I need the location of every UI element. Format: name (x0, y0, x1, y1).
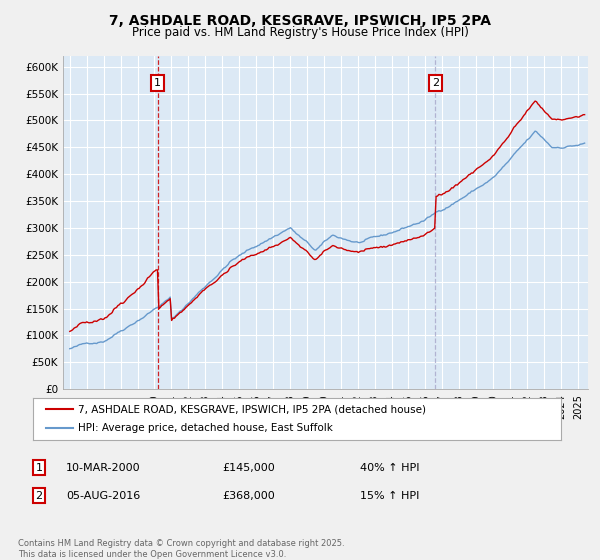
Text: 05-AUG-2016: 05-AUG-2016 (66, 491, 140, 501)
Text: 1: 1 (154, 78, 161, 88)
Text: 7, ASHDALE ROAD, KESGRAVE, IPSWICH, IP5 2PA: 7, ASHDALE ROAD, KESGRAVE, IPSWICH, IP5 … (109, 14, 491, 28)
Text: 2: 2 (35, 491, 43, 501)
Text: Contains HM Land Registry data © Crown copyright and database right 2025.
This d: Contains HM Land Registry data © Crown c… (18, 539, 344, 559)
Text: 15% ↑ HPI: 15% ↑ HPI (360, 491, 419, 501)
Text: 10-MAR-2000: 10-MAR-2000 (66, 463, 140, 473)
Text: 7, ASHDALE ROAD, KESGRAVE, IPSWICH, IP5 2PA (detached house): 7, ASHDALE ROAD, KESGRAVE, IPSWICH, IP5 … (78, 404, 426, 414)
Text: £145,000: £145,000 (222, 463, 275, 473)
Text: Price paid vs. HM Land Registry's House Price Index (HPI): Price paid vs. HM Land Registry's House … (131, 26, 469, 39)
Text: 1: 1 (35, 463, 43, 473)
Text: 2: 2 (431, 78, 439, 88)
Text: £368,000: £368,000 (222, 491, 275, 501)
Text: 40% ↑ HPI: 40% ↑ HPI (360, 463, 419, 473)
Text: HPI: Average price, detached house, East Suffolk: HPI: Average price, detached house, East… (78, 423, 333, 433)
